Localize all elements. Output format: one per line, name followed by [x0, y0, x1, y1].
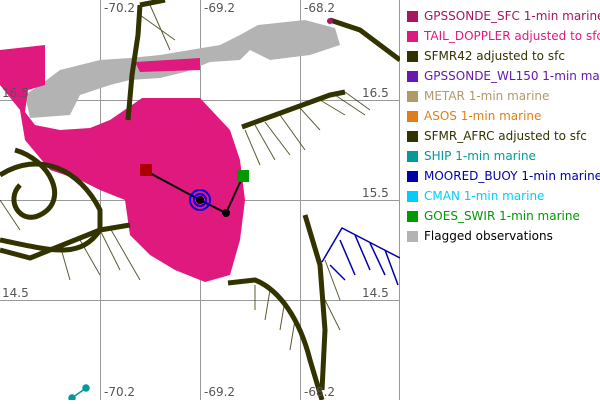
legend-swatch — [407, 190, 418, 202]
legend-swatch — [407, 110, 418, 122]
legend-label: ASOS 1-min marine — [424, 109, 542, 123]
legend-item[interactable]: SFMR_AFRC adjusted to sfc — [407, 126, 600, 146]
map-canvas — [0, 0, 402, 402]
legend-swatch — [407, 30, 418, 42]
lon-label-bottom: -68.2 — [304, 385, 336, 399]
lon-label-top: -68.2 — [304, 1, 336, 15]
legend-label: GOES_SWIR 1-min marine — [424, 209, 580, 223]
moored-buoy-barbs — [321, 227, 401, 286]
legend-label: CMAN 1-min marine — [424, 189, 545, 203]
legend-item[interactable]: SFMR42 adjusted to sfc — [407, 46, 600, 66]
lat-label-right: 14.5 — [362, 286, 389, 300]
lat-label-left: 14.5 — [2, 286, 29, 300]
legend-label: TAIL_DOPPLER adjusted to sfc — [424, 29, 600, 43]
goes-swir-marker — [237, 170, 249, 182]
legend-label: SHIP 1-min marine — [424, 149, 536, 163]
legend-swatch — [407, 10, 418, 22]
legend-item[interactable]: METAR 1-min marine — [407, 86, 600, 106]
legend-swatch — [407, 90, 418, 102]
legend-swatch — [407, 50, 418, 62]
legend-label: GPSSONDE_SFC 1-min marine — [424, 9, 600, 23]
legend-item[interactable]: CMAN 1-min marine — [407, 186, 600, 206]
legend: GPSSONDE_SFC 1-min marine TAIL_DOPPLER ad… — [407, 6, 600, 246]
sfmr-observations — [0, 0, 402, 401]
ship-observations — [68, 384, 90, 402]
legend-label: SFMR42 adjusted to sfc — [424, 49, 565, 63]
lat-label-right: 15.5 — [362, 186, 389, 200]
legend-item[interactable]: SHIP 1-min marine — [407, 146, 600, 166]
legend-item[interactable]: MOORED_BUOY 1-min marine — [407, 166, 600, 186]
legend-swatch — [407, 210, 418, 222]
legend-swatch — [407, 230, 418, 242]
sfmr-wind-barbs — [0, 4, 371, 351]
legend-swatch — [407, 130, 418, 142]
lat-label-right: 16.5 — [362, 86, 389, 100]
lon-label-top: -69.2 — [204, 1, 236, 15]
legend-swatch — [407, 70, 418, 82]
track-start-marker — [140, 164, 152, 176]
legend-item[interactable]: TAIL_DOPPLER adjusted to sfc — [407, 26, 600, 46]
tail-doppler-observations — [0, 45, 245, 282]
legend-item[interactable]: ASOS 1-min marine — [407, 106, 600, 126]
legend-swatch — [407, 170, 418, 182]
legend-label: GPSSONDE_WL150 1-min marine — [424, 69, 600, 83]
legend-item[interactable]: Flagged observations — [407, 226, 600, 246]
storm-center-icon — [189, 189, 211, 211]
lon-label-bottom: -69.2 — [204, 385, 236, 399]
legend-label: Flagged observations — [424, 229, 553, 243]
legend-item[interactable]: GOES_SWIR 1-min marine — [407, 206, 600, 226]
lon-label-top: -70.2 — [104, 1, 136, 15]
legend-label: METAR 1-min marine — [424, 89, 550, 103]
wind-observation-map[interactable]: -70.2 -69.2 -68.2 -70.2 -69.2 -68.2 16.5… — [0, 0, 402, 402]
lat-label-left: 16.5 — [2, 86, 29, 100]
legend-item[interactable]: GPSSONDE_WL150 1-min marine — [407, 66, 600, 86]
legend-item[interactable]: GPSSONDE_SFC 1-min marine — [407, 6, 600, 26]
storm-track — [145, 170, 244, 217]
gpssonde-sfc-obs — [327, 18, 333, 24]
legend-label: MOORED_BUOY 1-min marine — [424, 169, 600, 183]
legend-label: SFMR_AFRC adjusted to sfc — [424, 129, 587, 143]
legend-swatch — [407, 150, 418, 162]
lon-label-bottom: -70.2 — [104, 385, 136, 399]
